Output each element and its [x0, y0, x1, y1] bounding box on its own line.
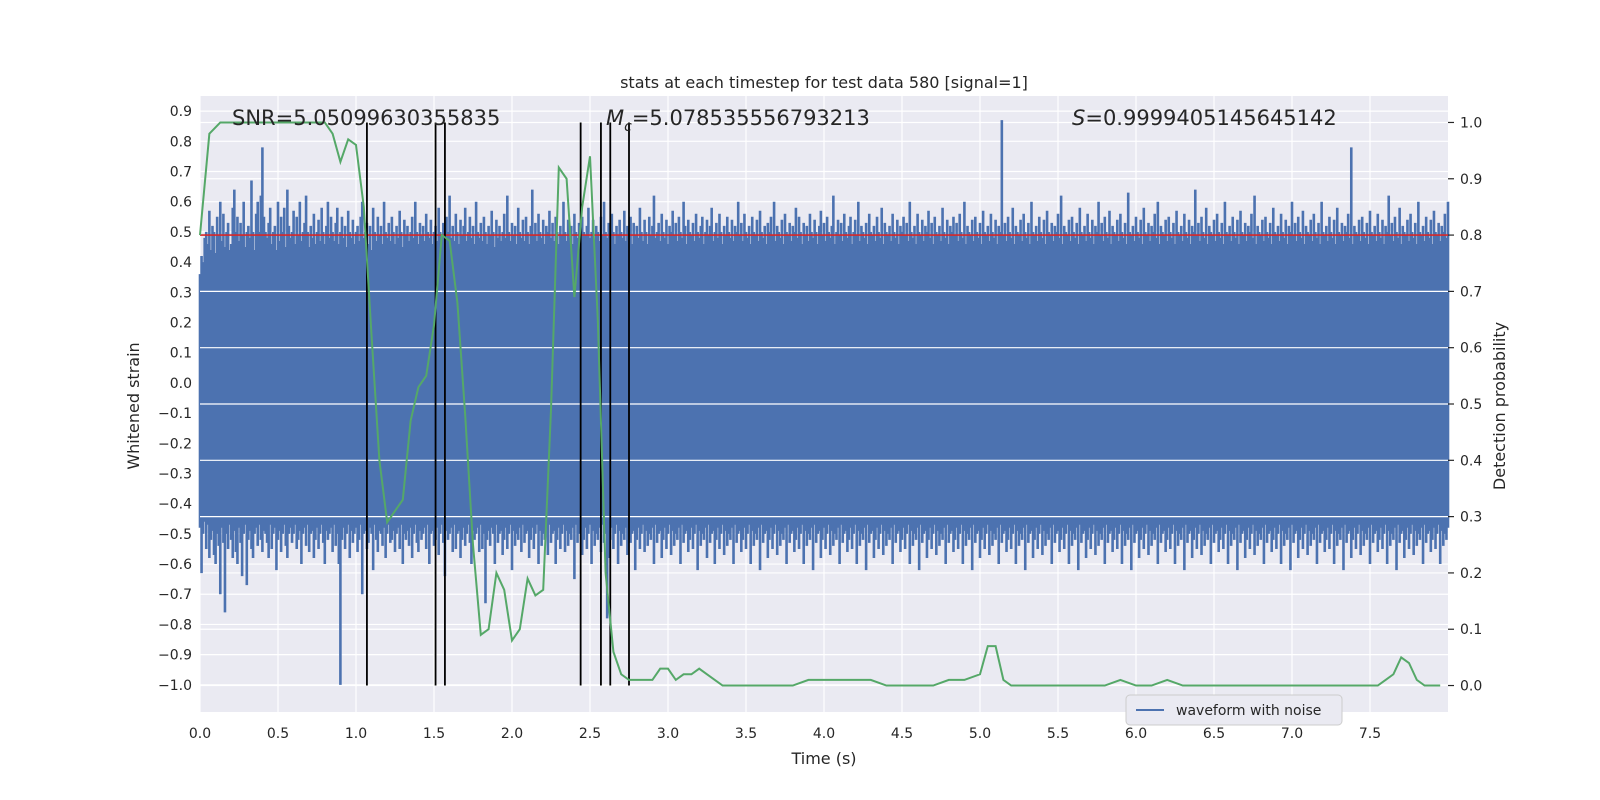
s-annotation: S=0.9999405145645142	[1072, 106, 1337, 130]
y-right-tick-label: 0.4	[1460, 453, 1482, 469]
x-tick-label: 1.5	[423, 726, 445, 742]
y-left-tick-label: 0.5	[170, 225, 192, 241]
y-left-axis-ticks: 0.9 0.8 0.7 0.6 0.5 0.4 0.3 0.2 0.1 0.0 −0.1 −0.2 −0…	[158, 104, 192, 694]
y-right-tick-label: 0.1	[1460, 622, 1482, 638]
probability-line	[199, 121, 1441, 687]
legend-label: waveform with noise	[1176, 703, 1321, 719]
y-left-tick-label: 0.4	[170, 255, 192, 271]
x-tick-label: 0.0	[189, 726, 211, 742]
x-axis-ticks: 0.0 0.5 1.0 1.5 2.0 2.5 3.0 3.5 4.0 4.5 5.0 5.5 6.0 6…	[189, 726, 1381, 742]
y-left-tick-label: −0.1	[158, 406, 192, 422]
chart-title: stats at each timestep for test data 580…	[620, 73, 1028, 92]
y-left-tick-label: 0.9	[170, 104, 192, 120]
y-left-tick-label: −0.4	[158, 497, 192, 513]
y-left-tick-label: 0.2	[170, 315, 192, 331]
y-left-tick-label: −0.7	[158, 587, 192, 603]
y-right-tick-label: 0.3	[1460, 510, 1482, 526]
y-left-tick-label: 0.6	[170, 195, 192, 211]
s-value: =0.9999405145645142	[1085, 106, 1336, 130]
y-right-axis-label: Detection probability	[1490, 322, 1509, 490]
x-tick-label: 4.0	[813, 726, 835, 742]
y-left-tick-label: −0.2	[158, 436, 192, 452]
x-tick-label: 6.5	[1203, 726, 1225, 742]
y-right-axis-ticks: 1.0 0.9 0.8 0.7 0.6 0.5 0.4 0.3 0.2 0.1 0.0	[1448, 115, 1482, 695]
x-tick-label: 7.0	[1281, 726, 1303, 742]
x-tick-label: 4.5	[891, 726, 913, 742]
y-left-tick-label: −0.6	[158, 557, 192, 573]
y-left-tick-label: −0.5	[158, 527, 192, 543]
y-left-tick-label: 0.0	[170, 376, 192, 392]
y-left-tick-label: 0.7	[170, 164, 192, 180]
y-right-tick-label: 0.2	[1460, 566, 1482, 582]
y-right-tick-label: 0.5	[1460, 397, 1482, 413]
y-left-tick-label: 0.1	[170, 346, 192, 362]
x-tick-label: 7.5	[1359, 726, 1381, 742]
y-right-tick-label: 1.0	[1460, 115, 1482, 131]
probability-series	[199, 121, 1441, 687]
y-left-tick-label: −0.9	[158, 648, 192, 664]
mc-value: =5.078535556793213	[632, 106, 870, 130]
y-left-tick-label: 0.3	[170, 285, 192, 301]
x-tick-label: 0.5	[267, 726, 289, 742]
x-tick-label: 5.0	[969, 726, 991, 742]
legend-box	[1125, 694, 1343, 726]
x-tick-label: 1.0	[345, 726, 367, 742]
s-symbol: S	[1072, 106, 1085, 130]
y-left-tick-label: −0.8	[158, 617, 192, 633]
mc-subscript: c	[624, 119, 632, 135]
x-tick-label: 5.5	[1047, 726, 1069, 742]
x-tick-label: 6.0	[1125, 726, 1147, 742]
y-left-tick-label: 0.8	[170, 134, 192, 150]
waveform-series	[198, 120, 1450, 685]
y-left-tick-label: −0.3	[158, 466, 192, 482]
y-right-tick-label: 0.6	[1460, 341, 1482, 357]
x-axis-label: Time (s)	[790, 749, 856, 768]
x-tick-label: 3.5	[735, 726, 757, 742]
waveform-core-band	[200, 286, 1448, 516]
y-right-tick-label: 0.0	[1460, 679, 1482, 695]
mc-symbol: M	[606, 106, 624, 130]
y-left-tick-label: −1.0	[158, 678, 192, 694]
y-right-tick-label: 0.7	[1460, 284, 1482, 300]
x-tick-label: 2.5	[579, 726, 601, 742]
snr-annotation: SNR=5.05099630355835	[232, 106, 500, 130]
x-tick-label: 3.0	[657, 726, 679, 742]
legend: waveform with noise	[1125, 694, 1343, 726]
mc-annotation: Mc=5.078535556793213	[606, 106, 870, 135]
y-right-tick-label: 0.9	[1460, 172, 1482, 188]
y-right-tick-label: 0.8	[1460, 228, 1482, 244]
x-tick-label: 2.0	[501, 726, 523, 742]
y-left-axis-label: Whitened strain	[124, 342, 143, 469]
